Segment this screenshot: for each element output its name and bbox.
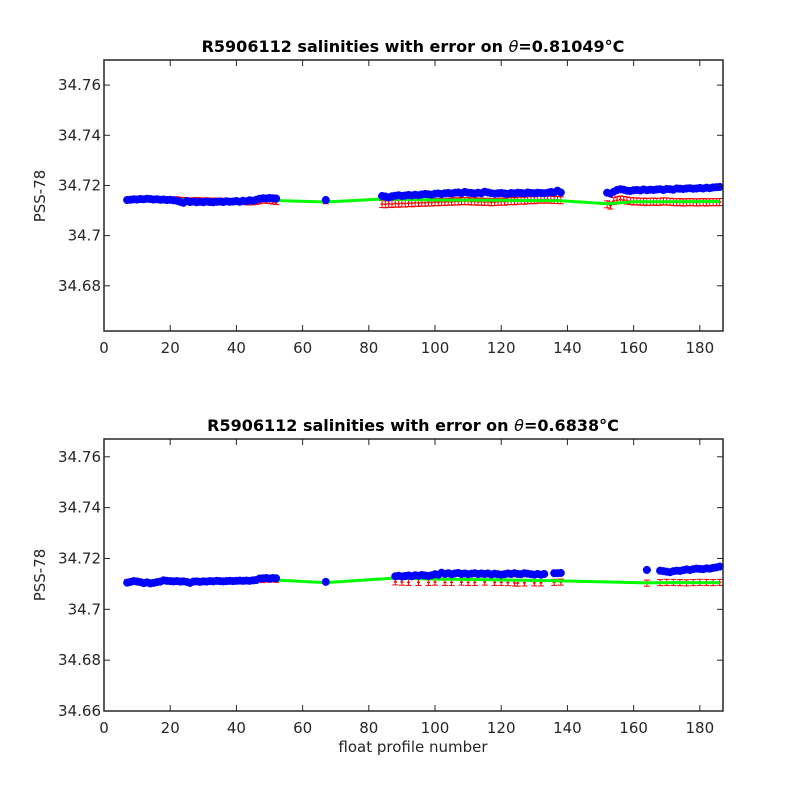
panel-2-marks <box>123 562 724 588</box>
panel-2-x-tick-label: 80 <box>359 719 378 737</box>
panel-1-y-tick-label: 34.74 <box>58 126 101 144</box>
panel-2-title: R5906112 salinities with error on θ=0.68… <box>207 416 619 435</box>
panel-2-x-tick-label: 120 <box>487 719 516 737</box>
panel-1-x-tick-label: 140 <box>553 339 582 357</box>
panel-2-y-tick-label: 34.68 <box>58 651 101 669</box>
panel-1: R5906112 salinities with error on θ=0.81… <box>31 37 724 357</box>
panel-1-axes-box <box>103 59 724 332</box>
panel-2-x-tick-label: 40 <box>227 719 246 737</box>
panel-1-original-point <box>556 188 565 197</box>
panel-2-x-axis-label: float profile number <box>338 738 488 756</box>
panel-2-y-tick-label: 34.72 <box>58 549 101 567</box>
panel-2-original-point <box>556 568 565 578</box>
panel-1-x-tick-label: 180 <box>686 339 715 357</box>
panel-1-original-point <box>272 194 281 203</box>
panel-2-original-point <box>540 569 549 579</box>
panel-2-y-tick-label: 34.74 <box>58 499 101 517</box>
panel-1-x-tick-label: 120 <box>487 339 516 357</box>
panel-2-y-tick-label: 34.76 <box>58 448 101 466</box>
panel-2-x-tick-label: 160 <box>619 719 648 737</box>
panel-1-y-axis-label: PSS-78 <box>31 170 49 223</box>
panel-2-x-tick-label: 20 <box>161 719 180 737</box>
panel-2: R5906112 salinities with error on θ=0.68… <box>31 416 724 756</box>
panel-2-y-tick-label: 34.66 <box>58 702 101 720</box>
panel-1-x-ticks: 0 20 40 60 80 100 120 140 160 180 <box>99 60 714 357</box>
panel-1-title: R5906112 salinities with error on θ=0.81… <box>202 37 625 56</box>
panel-2-original-point <box>272 574 281 583</box>
panel-2-original-point <box>642 565 651 574</box>
panel-2-y-axis-label: PSS-78 <box>31 549 49 602</box>
panel-2-x-ticks: 0 20 40 60 80 100 120 140 160 180 <box>99 439 714 737</box>
panel-2-axes-box <box>103 438 724 712</box>
panel-1-x-tick-label: 20 <box>161 339 180 357</box>
panel-1-x-tick-label: 60 <box>293 339 312 357</box>
panel-2-x-tick-label: 140 <box>553 719 582 737</box>
panel-1-x-tick-label: 160 <box>619 339 648 357</box>
panel-1-x-tick-label: 100 <box>421 339 450 357</box>
panel-1-x-tick-label: 80 <box>359 339 378 357</box>
panel-1-x-tick-label: 40 <box>227 339 246 357</box>
panel-2-x-tick-label: 100 <box>421 719 450 737</box>
panel-2-x-tick-label: 60 <box>293 719 312 737</box>
panel-2-x-tick-label: 180 <box>686 719 715 737</box>
panel-1-y-tick-label: 34.76 <box>58 76 101 94</box>
panel-1-y-tick-label: 34.72 <box>58 176 101 194</box>
panel-1-y-tick-label: 34.7 <box>68 227 101 245</box>
panel-1-marks <box>123 182 724 210</box>
panel-1-x-tick-label: 0 <box>99 339 109 357</box>
panel-2-x-tick-label: 0 <box>99 719 109 737</box>
panel-2-y-tick-label: 34.7 <box>68 600 101 618</box>
panel-2-original-point <box>321 577 330 586</box>
panel-1-original-point <box>321 195 330 205</box>
panel-2-y-ticks: 34.66 34.68 34.7 34.72 34.74 34.76 <box>58 448 723 720</box>
panel-1-y-ticks: 34.68 34.7 34.72 34.74 34.76 <box>58 76 723 295</box>
panel-1-y-tick-label: 34.68 <box>58 277 101 295</box>
